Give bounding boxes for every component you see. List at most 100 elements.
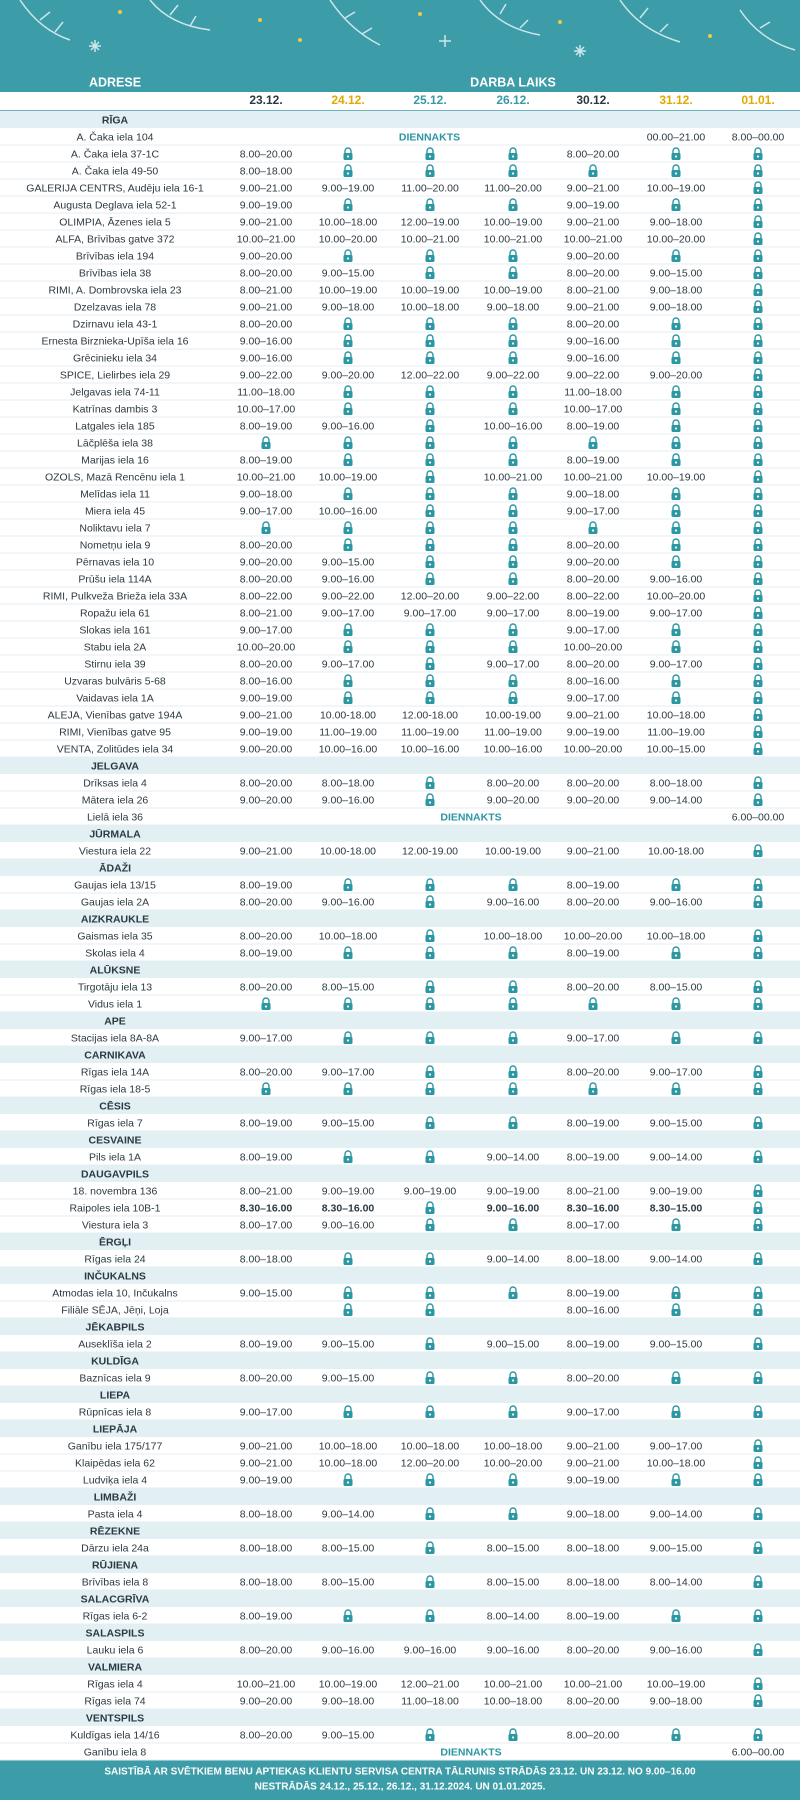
lock-shackle — [754, 317, 762, 324]
lock-icon — [753, 266, 763, 279]
lock-shackle — [672, 674, 680, 681]
lock-keyhole — [346, 1413, 350, 1416]
lock-icon — [425, 453, 435, 466]
hours-cell: 10.00–16.00 — [319, 505, 378, 517]
hours-cell: 10.00–18.00 — [401, 301, 460, 313]
hours-cell: 9.00–19.00 — [650, 1185, 703, 1197]
lock-icon — [425, 793, 435, 806]
lock-shackle — [672, 1609, 680, 1616]
lock-shackle — [754, 1303, 762, 1310]
lock-shackle — [344, 487, 352, 494]
lock-icon — [508, 436, 518, 449]
date-heading: 31.12. — [659, 93, 692, 107]
section-row — [0, 1522, 800, 1539]
lock-keyhole — [511, 495, 515, 498]
lock-icon — [753, 1405, 763, 1418]
hours-cell: 8.00–20.00 — [567, 1372, 620, 1384]
address: 18. novembra 136 — [73, 1185, 158, 1197]
lock-shackle — [672, 385, 680, 392]
lock-shackle — [509, 1218, 517, 1225]
lock-icon — [671, 878, 681, 891]
lock-icon — [425, 1150, 435, 1163]
lock-shackle — [509, 1728, 517, 1735]
lock-shackle — [344, 436, 352, 443]
hours-cell: 9.00–19.00 — [567, 199, 620, 211]
lock-keyhole — [591, 529, 595, 532]
lock-icon — [425, 640, 435, 653]
lock-keyhole — [756, 325, 760, 328]
lock-icon — [425, 1541, 435, 1554]
hours-cell: 10.00–19.00 — [647, 1678, 706, 1690]
hours-cell: 9.00–19.00 — [567, 726, 620, 738]
hours-cell: 9.00–21.00 — [240, 216, 293, 228]
lock-shackle — [754, 266, 762, 273]
lock-shackle — [426, 1507, 434, 1514]
hours-cell: 8.30–16.00 — [240, 1202, 293, 1214]
lock-shackle — [509, 691, 517, 698]
lock-icon — [508, 351, 518, 364]
lock-keyhole — [346, 631, 350, 634]
section-row — [0, 1420, 800, 1437]
lock-keyhole — [428, 886, 432, 889]
lock-shackle — [754, 1609, 762, 1616]
section-row — [0, 961, 800, 978]
lock-icon — [425, 929, 435, 942]
section-name: INČUKALNS — [84, 1269, 146, 1282]
address: Ernesta Birznieka-Upīša iela 16 — [41, 335, 188, 347]
lock-icon — [508, 1473, 518, 1486]
lock-icon — [753, 1575, 763, 1588]
lock-icon — [425, 504, 435, 517]
lock-icon — [508, 538, 518, 551]
lock-keyhole — [428, 1090, 432, 1093]
hours-cell: 8.00–20.00 — [567, 318, 620, 330]
address: ALFA, Brīvības gatve 372 — [55, 233, 174, 245]
lock-shackle — [509, 538, 517, 545]
date-row — [0, 92, 800, 111]
hours-cell: 12.00–22.00 — [401, 369, 460, 381]
lock-keyhole — [428, 359, 432, 362]
lock-shackle — [672, 487, 680, 494]
lock-shackle — [509, 640, 517, 647]
hours-cell: 8.00–16.00 — [567, 675, 620, 687]
lock-shackle — [344, 1473, 352, 1480]
lock-shackle — [344, 1031, 352, 1038]
lock-shackle — [754, 504, 762, 511]
lock-keyhole — [428, 257, 432, 260]
lock-keyhole — [756, 308, 760, 311]
lock-keyhole — [346, 954, 350, 957]
lock-icon — [753, 980, 763, 993]
address: Filiāle SĒJA, Jēņi, Loja — [61, 1304, 169, 1316]
section-row — [0, 1233, 800, 1250]
lock-shackle — [754, 453, 762, 460]
lock-keyhole — [756, 512, 760, 515]
lock-keyhole — [591, 1090, 595, 1093]
lock-shackle — [754, 1439, 762, 1446]
lock-keyhole — [346, 495, 350, 498]
hours-cell: 8.00–17.00 — [240, 1219, 293, 1231]
hours-cell: 8.00–19.00 — [567, 1151, 620, 1163]
lock-icon — [753, 844, 763, 857]
lock-keyhole — [756, 1464, 760, 1467]
section-name: CĒSIS — [99, 1100, 131, 1112]
section-row — [0, 1590, 800, 1607]
hours-cell: 11.00–18.00 — [237, 386, 295, 398]
lock-icon — [671, 504, 681, 517]
address: Rīgas iela 7 — [87, 1117, 143, 1129]
hours-cell: 10.00–20.00 — [564, 930, 623, 942]
lock-keyhole — [756, 886, 760, 889]
lock-icon — [508, 334, 518, 347]
lock-keyhole — [756, 393, 760, 396]
hours-cell: 8.00–14.00 — [487, 1610, 540, 1622]
address: Klaipēdas iela 62 — [75, 1457, 155, 1469]
lock-icon — [425, 164, 435, 177]
section-row — [0, 1267, 800, 1284]
hours-cell: 8.00–16.00 — [567, 1304, 620, 1316]
lock-keyhole — [674, 546, 678, 549]
lock-icon — [425, 1507, 435, 1520]
address: Lauku iela 6 — [87, 1644, 144, 1656]
lock-shackle — [262, 997, 270, 1004]
lock-shackle — [754, 572, 762, 579]
lock-keyhole — [756, 580, 760, 583]
lock-keyhole — [428, 801, 432, 804]
lock-icon — [753, 997, 763, 1010]
